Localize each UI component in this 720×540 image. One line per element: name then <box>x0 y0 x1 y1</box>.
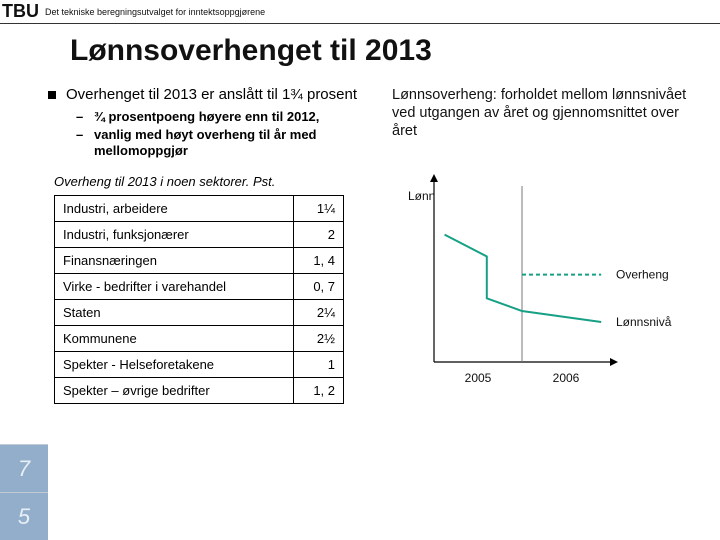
row-value: 2 <box>294 221 344 247</box>
dash-icon: – <box>76 109 86 125</box>
row-value: 1, 4 <box>294 247 344 273</box>
table-row: Spekter – øvrige bedrifter1, 2 <box>55 377 344 403</box>
table-row: Industri, funksjonærer2 <box>55 221 344 247</box>
row-label: Spekter - Helseforetakene <box>55 351 294 377</box>
svg-text:Lønn: Lønn <box>408 189 435 203</box>
table-caption: Overheng til 2013 i noen sektorer. Pst. <box>54 174 358 189</box>
bullet-main-text: Overhenget til 2013 er anslått til 1¾ pr… <box>66 86 357 105</box>
sector-table: Industri, arbeidere1¼Industri, funksjonæ… <box>54 195 344 404</box>
row-label: Industri, arbeidere <box>55 195 294 221</box>
sub-bullet: – ¾ prosentpoeng høyere enn til 2012, <box>76 109 358 125</box>
row-label: Industri, funksjonærer <box>55 221 294 247</box>
row-value: 1¼ <box>294 195 344 221</box>
row-value: 1 <box>294 351 344 377</box>
svg-text:2006: 2006 <box>553 371 580 385</box>
row-label: Virke - bedrifter i varehandel <box>55 273 294 299</box>
table-row: Staten2¼ <box>55 299 344 325</box>
sub-bullet: – vanlig med høyt overheng til år med me… <box>76 127 358 160</box>
bullet-main: Overhenget til 2013 er anslått til 1¾ pr… <box>48 86 358 105</box>
table-row: Spekter - Helseforetakene1 <box>55 351 344 377</box>
svg-text:Overheng: Overheng <box>616 268 669 282</box>
row-label: Staten <box>55 299 294 325</box>
table-row: Finansnæringen1, 4 <box>55 247 344 273</box>
svg-text:Lønnsnivå: Lønnsnivå <box>616 315 672 329</box>
header-abbr: TBU <box>0 1 45 22</box>
table-row: Virke - bedrifter i varehandel0, 7 <box>55 273 344 299</box>
header-subtitle: Det tekniske beregningsutvalget for innt… <box>45 7 265 17</box>
header-bar: TBU Det tekniske beregningsutvalget for … <box>0 0 720 24</box>
row-value: 2¼ <box>294 299 344 325</box>
deco-cell: 5 <box>0 492 48 540</box>
sub-bullet-text: vanlig med høyt overheng til år med mell… <box>94 127 358 160</box>
chart-svg: Lønn 2005 2006 Overheng Lønnsnivå <box>400 170 680 390</box>
table-row: Industri, arbeidere1¼ <box>55 195 344 221</box>
bullet-icon <box>48 91 56 99</box>
row-value: 2½ <box>294 325 344 351</box>
row-value: 1, 2 <box>294 377 344 403</box>
definition-note: Lønnsoverheng: forholdet mellom lønnsniv… <box>392 86 692 140</box>
deco-cell: 7 <box>0 444 48 492</box>
content-left: Overhenget til 2013 er anslått til 1¾ pr… <box>48 86 358 404</box>
sub-bullet-list: – ¾ prosentpoeng høyere enn til 2012, – … <box>76 109 358 160</box>
table-row: Kommunene2½ <box>55 325 344 351</box>
dash-icon: – <box>76 127 86 160</box>
row-label: Kommunene <box>55 325 294 351</box>
decorative-sidebar: 7 5 <box>0 444 48 540</box>
sub-bullet-text: ¾ prosentpoeng høyere enn til 2012, <box>94 109 319 125</box>
row-label: Finansnæringen <box>55 247 294 273</box>
row-label: Spekter – øvrige bedrifter <box>55 377 294 403</box>
svg-text:2005: 2005 <box>465 371 492 385</box>
row-value: 0, 7 <box>294 273 344 299</box>
wage-chart: Lønn 2005 2006 Overheng Lønnsnivå <box>400 170 680 390</box>
page-title: Lønnsoverhenget til 2013 <box>70 34 432 68</box>
slide: TBU Det tekniske beregningsutvalget for … <box>0 0 720 540</box>
